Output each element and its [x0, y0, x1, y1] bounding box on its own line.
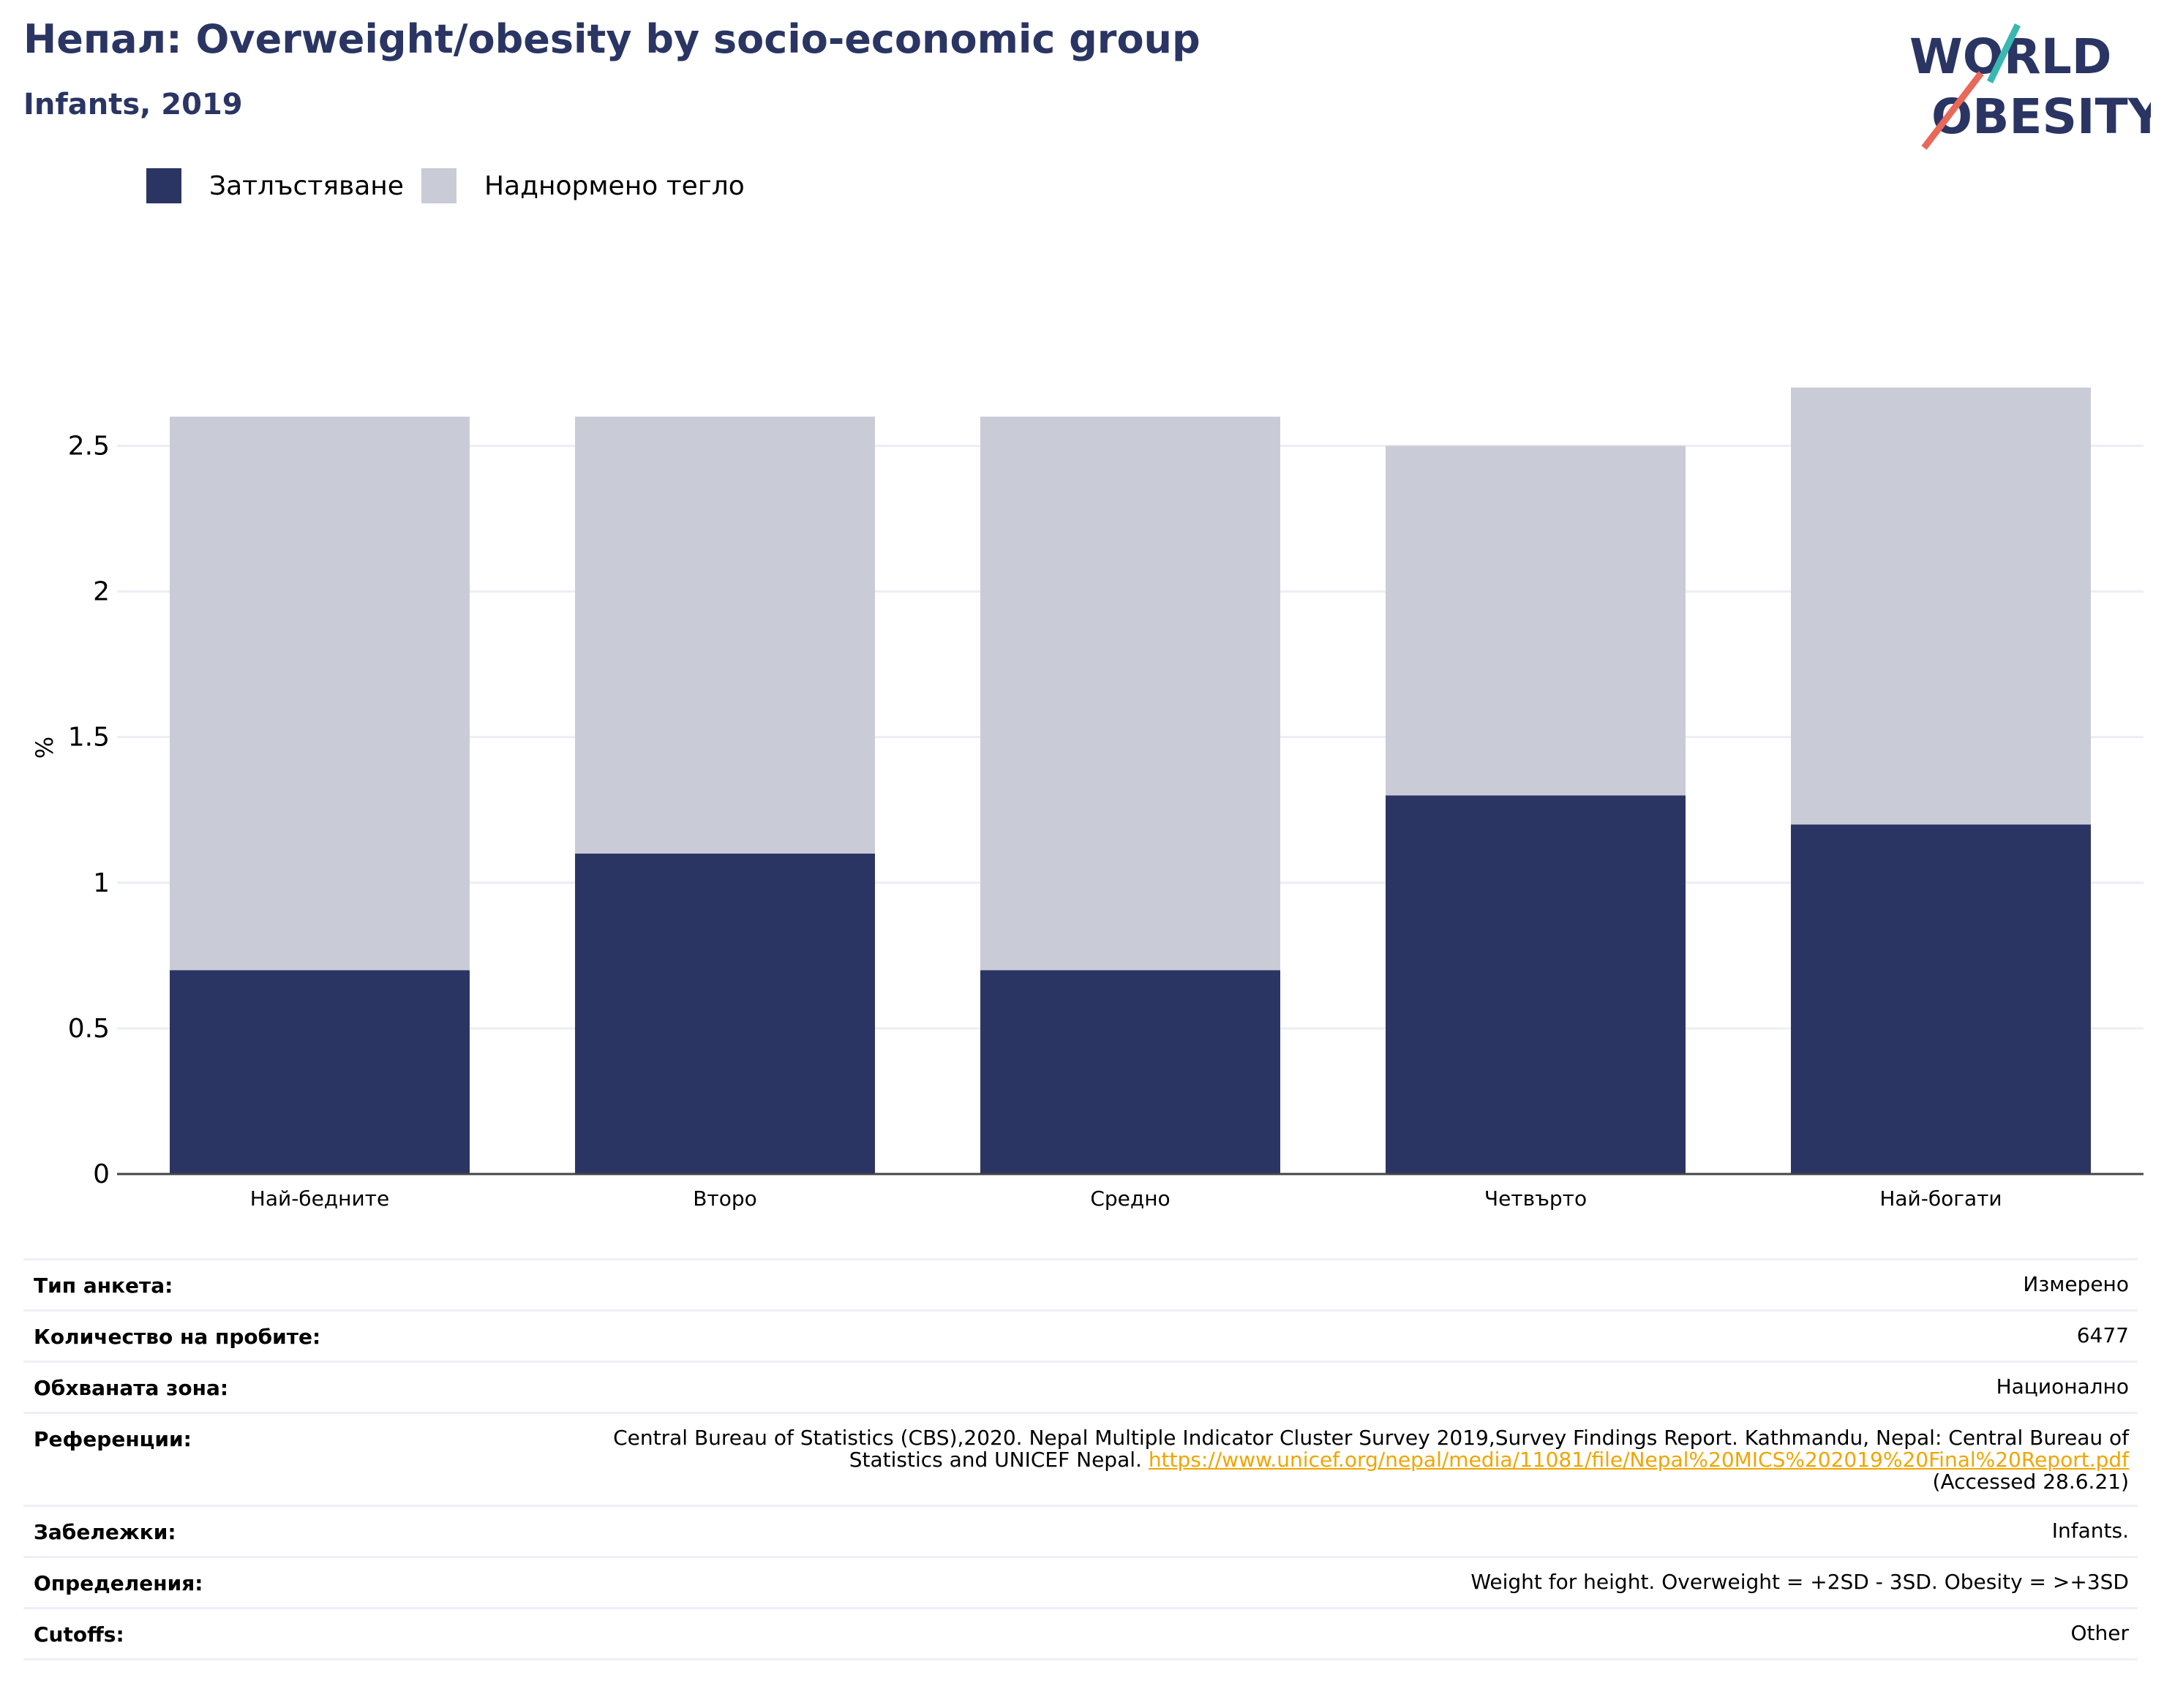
- info-label-notes: Забележки:: [34, 1520, 176, 1544]
- x-tick-label: Най-богати: [1879, 1186, 2002, 1211]
- bar-overweight[interactable]: [980, 416, 1280, 971]
- info-value-area: Национално: [1996, 1374, 2129, 1399]
- info-row-survey-type: Тип анкета: Измерено: [23, 1258, 2138, 1309]
- y-tick-label: 0: [93, 1159, 110, 1189]
- reference-accessed: (Accessed 28.6.21): [1932, 1470, 2129, 1494]
- bar-obesity[interactable]: [170, 970, 470, 1174]
- info-value-cutoffs: Other: [2070, 1621, 2129, 1645]
- info-row-cutoffs: Cutoffs: Other: [23, 1607, 2138, 1660]
- info-label-cutoffs: Cutoffs:: [34, 1622, 124, 1647]
- bar-overweight[interactable]: [575, 416, 875, 854]
- legend-swatch-obesity: [146, 168, 181, 203]
- chart-subtitle: Infants, 2019: [23, 88, 243, 121]
- x-tick-label: Второ: [693, 1186, 757, 1211]
- bar-overweight[interactable]: [1386, 445, 1686, 796]
- info-label-area: Обхваната зона:: [34, 1376, 229, 1400]
- y-tick-label: 1: [93, 868, 110, 898]
- bars: [170, 387, 2091, 1174]
- bar-overweight[interactable]: [1791, 387, 2091, 825]
- bar-obesity[interactable]: [980, 970, 1280, 1174]
- y-tick-label: 1.5: [68, 723, 110, 753]
- x-tick-label: Най-бедните: [250, 1186, 389, 1211]
- survey-info-table: Тип анкета: Измерено Количество на проби…: [23, 1258, 2138, 1660]
- x-tick-label: Четвърто: [1484, 1186, 1587, 1211]
- chart-legend: Затлъстяване Наднормено тегло: [146, 168, 762, 203]
- reference-link[interactable]: https://www.unicef.org/nepal/media/11081…: [1148, 1448, 2129, 1472]
- x-axis-ticks: Най-бедните Второ Средно Четвърто Най-богати: [250, 1186, 2002, 1211]
- bar-obesity[interactable]: [1791, 824, 2091, 1174]
- y-tick-label: 2: [93, 577, 110, 607]
- reference-text: Central Bureau of Statistics (CBS),2020.…: [613, 1426, 2129, 1472]
- bar-obesity[interactable]: [575, 853, 875, 1174]
- x-tick-label: Средно: [1090, 1186, 1170, 1211]
- y-tick-label: 2.5: [68, 431, 110, 461]
- logo-slash-top: [1986, 23, 2021, 83]
- info-label-survey-type: Тип анкета:: [34, 1274, 173, 1298]
- info-value-sample-size: 6477: [2076, 1323, 2129, 1347]
- y-axis-ticks: 0 0.5 1 1.5 2 2.5: [68, 431, 110, 1189]
- legend-item-obesity[interactable]: Затлъстяване: [146, 168, 404, 203]
- legend-label-obesity: Затлъстяване: [209, 170, 404, 201]
- chart-title: Непал: Overweight/obesity by socio-econo…: [23, 16, 1201, 62]
- info-value-survey-type: Измерено: [2023, 1272, 2129, 1296]
- info-row-notes: Забележки: Infants.: [23, 1505, 2138, 1556]
- info-label-references: Референции:: [34, 1427, 192, 1451]
- info-row-sample-size: Количество на пробите: 6477: [23, 1309, 2138, 1361]
- info-label-sample-size: Количество на пробите:: [34, 1325, 321, 1349]
- world-obesity-logo: WORLD OBESITY: [1909, 23, 2151, 150]
- stacked-bar-chart: 0 0.5 1 1.5 2 2.5 Най-бедните Второ Средно Четвъ…: [31, 387, 2144, 1211]
- info-value-notes: Infants.: [2051, 1519, 2129, 1543]
- logo-slash-bottom: [1921, 71, 1984, 150]
- bar-overweight[interactable]: [170, 416, 470, 971]
- legend-label-overweight: Наднормено тегло: [484, 170, 745, 201]
- bar-obesity[interactable]: [1386, 795, 1686, 1174]
- logo-text-obesity: OBESITY: [1931, 89, 2151, 145]
- y-tick-label: 0.5: [68, 1014, 110, 1044]
- info-value-definitions: Weight for height. Overweight = +2SD - 3…: [1470, 1570, 2129, 1594]
- info-row-references: Референции: Central Bureau of Statistics…: [23, 1412, 2138, 1505]
- info-value-references: Central Bureau of Statistics (CBS),2020.…: [593, 1427, 2129, 1493]
- y-axis-label: %: [31, 737, 59, 759]
- info-label-definitions: Определения:: [34, 1571, 203, 1595]
- legend-swatch-overweight: [421, 168, 457, 203]
- info-row-definitions: Определения: Weight for height. Overweig…: [23, 1556, 2138, 1607]
- legend-item-overweight[interactable]: Наднормено тегло: [421, 168, 745, 203]
- info-row-area: Обхваната зона: Национално: [23, 1361, 2138, 1412]
